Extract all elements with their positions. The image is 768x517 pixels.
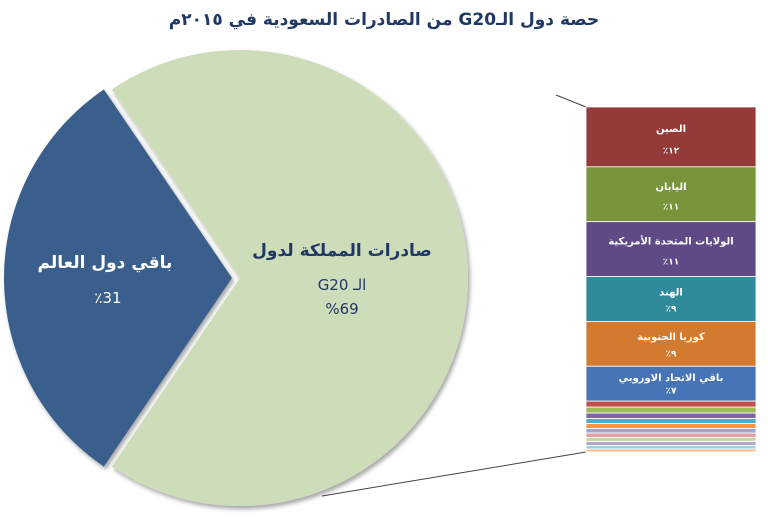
bar-segment-label: الهند [659,287,683,298]
bar-segment [585,432,757,438]
bar-segment-value: ٧٪ [666,386,678,396]
g20-value-label: %69 [325,300,358,318]
pie-slice-g20 [111,50,468,506]
bar-segment [585,221,757,277]
bar-segment [585,423,757,429]
connector-lines [321,94,587,497]
connector-line-top [555,94,587,108]
pie [3,50,468,506]
bar-segment [585,106,757,168]
bar-segment-value: ٩٪ [666,349,678,359]
bar-segment-value: ١١٪ [663,203,680,213]
bar-segment [585,441,757,446]
bar-segment-label: الولايات المتحدة الأمريكية [608,235,733,248]
bar-segment-label: باقي الاتحاد الاوروبي [619,373,724,384]
g20-label-line2: الـ G20 [318,276,367,294]
bar-segment [585,418,757,424]
pie-slice-rest-of-world [3,89,233,467]
bar-segment [585,320,757,367]
bar-segment-value: ١٢٪ [663,147,680,157]
bar-segment-label: الصين [656,124,686,135]
bar-segment [585,437,757,442]
g20-label-line1: صادرات المملكة لدول [252,241,432,261]
bar-segment [585,428,757,434]
bar-segment-value: ٩٪ [666,305,678,315]
stacked-bar: الصين ١٢٪ اليابان ١١٪ الولايات المتحدة الأمر… [585,106,757,453]
bar-segment-value: ١١٪ [663,257,680,267]
bar-segment [585,166,757,223]
bar-segment [585,448,757,453]
rest-label: باقي دول العالم [38,253,173,273]
bar-segment-label: اليابان [655,182,686,193]
bar-segment [585,400,757,408]
pie-labels: صادرات المملكة لدول الـ G20 %69 باقي دول ال… [38,241,432,318]
chart-title: حصة دول الـG20 من الصادرات السعودية في ٢… [168,10,600,30]
bar-segment [585,276,757,322]
bar-segment [585,365,757,402]
bar-segment [585,412,757,419]
rest-value-label: ٪31 [94,289,121,307]
connector-line-bottom [321,451,587,497]
bar-segment-label: كوريا الجنوبية [637,332,705,343]
bar-segment [585,445,757,450]
bar-segment [585,406,757,414]
